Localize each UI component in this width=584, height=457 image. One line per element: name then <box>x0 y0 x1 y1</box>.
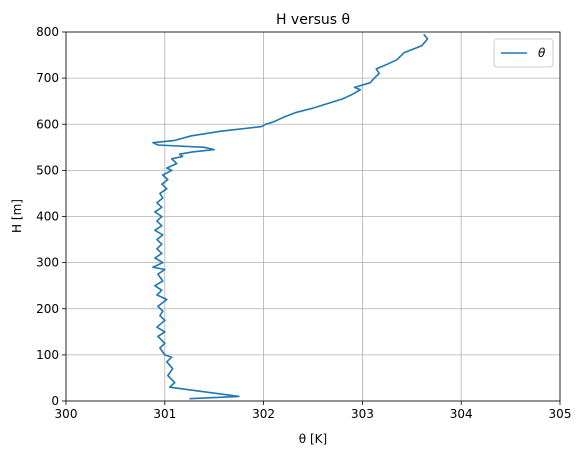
grid <box>65 31 561 402</box>
x-axis-label: θ [K] <box>299 432 327 446</box>
legend-label: θ <box>538 46 546 60</box>
ticks: 300 301 302 303 304 305 0 100 200 300 400 500 600 700… <box>36 25 571 421</box>
y-tick-label: 800 <box>36 25 59 39</box>
y-tick-label: 0 <box>51 394 59 408</box>
series-line-0 <box>152 33 429 400</box>
y-tick-label: 600 <box>36 117 59 131</box>
y-tick-label: 300 <box>36 256 59 270</box>
data-layer <box>152 33 429 400</box>
chart-title: H versus θ <box>276 12 350 28</box>
x-tick-label: 304 <box>450 407 473 421</box>
y-tick-label: 200 <box>36 302 59 316</box>
y-tick-label: 500 <box>36 163 59 177</box>
x-tick-label: 301 <box>153 407 176 421</box>
x-tick-label: 303 <box>351 407 374 421</box>
y-tick-label: 400 <box>36 210 59 224</box>
x-tick-label: 305 <box>549 407 572 421</box>
legend: θ <box>493 38 554 68</box>
y-axis-label: H [m] <box>10 199 24 233</box>
x-tick-label: 302 <box>252 407 275 421</box>
x-tick-label: 300 <box>55 407 78 421</box>
y-tick-label: 700 <box>36 71 59 85</box>
y-tick-label: 100 <box>36 348 59 362</box>
